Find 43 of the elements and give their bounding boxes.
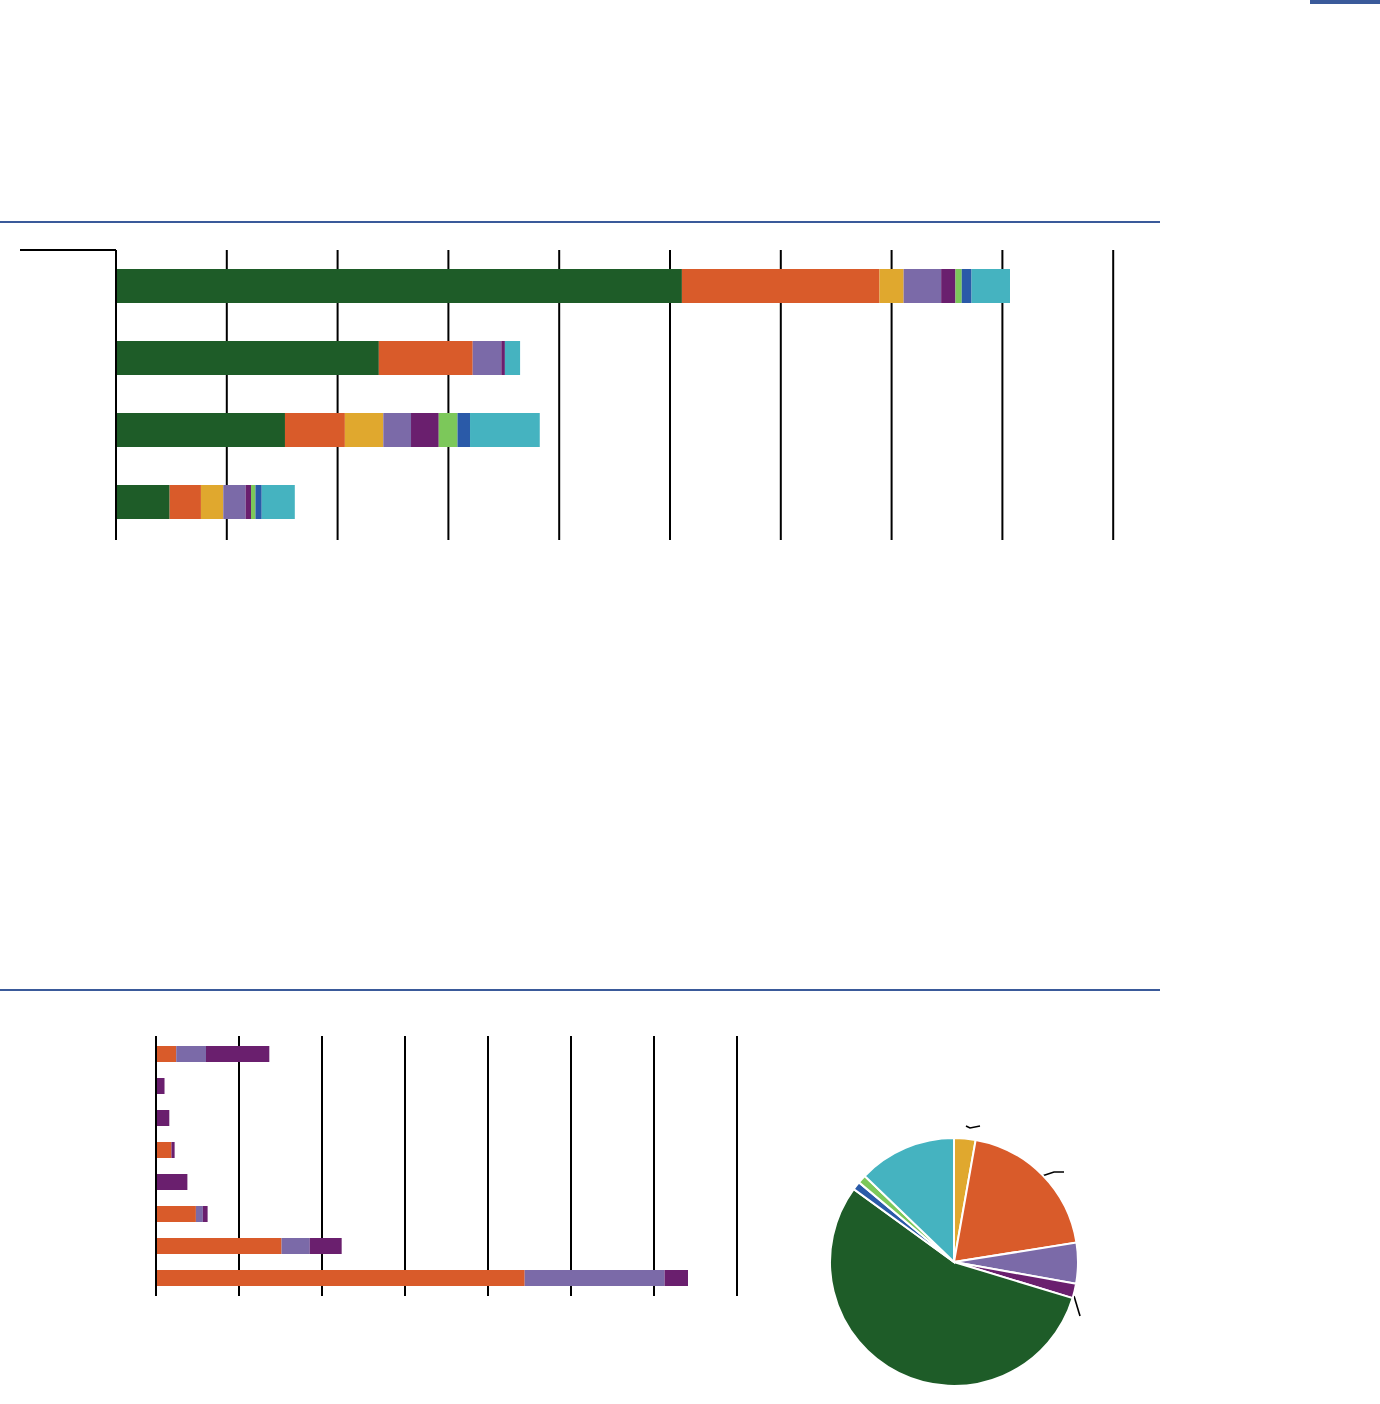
bar [223, 485, 246, 519]
bar [309, 1238, 342, 1254]
bar [681, 269, 880, 303]
bar [116, 485, 170, 519]
bar [524, 1270, 665, 1286]
bar [472, 341, 502, 375]
bar [971, 269, 1010, 303]
bar [457, 413, 471, 447]
bar [116, 341, 379, 375]
bar [383, 413, 412, 447]
bar [195, 1206, 203, 1222]
bar [156, 1046, 177, 1062]
bar [438, 413, 458, 447]
bar [116, 413, 285, 447]
bar [245, 485, 251, 519]
bar [156, 1270, 525, 1286]
bar [470, 413, 540, 447]
bar [903, 269, 942, 303]
bar [411, 413, 439, 447]
bar [344, 413, 384, 447]
bar [284, 413, 345, 447]
bar [156, 1238, 282, 1254]
bar [156, 1110, 170, 1126]
bar [281, 1238, 310, 1254]
bar [156, 1206, 196, 1222]
bar [200, 485, 224, 519]
bar [941, 269, 956, 303]
bar [156, 1142, 172, 1158]
bar [378, 341, 473, 375]
bar [961, 269, 972, 303]
bar [261, 485, 295, 519]
bar [955, 269, 962, 303]
bar [255, 485, 262, 519]
bar [169, 485, 201, 519]
bar [156, 1078, 165, 1094]
bar [156, 1174, 188, 1190]
bar [504, 341, 521, 375]
bar [176, 1046, 207, 1062]
bar [116, 269, 682, 303]
bar [664, 1270, 688, 1286]
bar [206, 1046, 270, 1062]
bar [202, 1206, 208, 1222]
bar [879, 269, 904, 303]
